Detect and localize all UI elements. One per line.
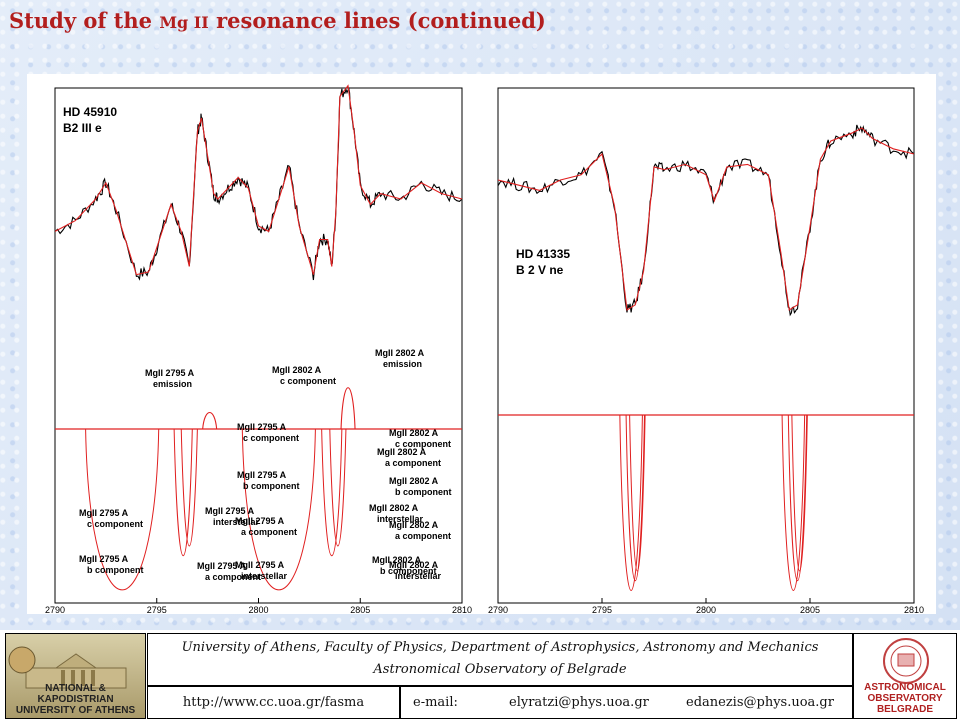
left-component-profile [241,428,316,591]
left-annotation-line: MgII 2802 A [377,447,427,457]
logo-right-line2: OBSERVATORY [867,693,943,704]
left-annotation-line: MgII 2802 A [372,555,422,565]
email-link-2[interactable]: edanezis@phys.uoa.gr [686,695,834,710]
left-annotation-label: emission [153,379,192,389]
left-annotation-line: MgII 2802 A [272,365,322,375]
right-annotation-line: MgII 2802 A [389,428,439,438]
email-box: e-mail: elyratzi@phys.uoa.gr edanezis@ph… [400,686,853,719]
left-component-profile [173,428,193,556]
right-tick-label: 2800 [696,605,716,614]
left-tick-label: 2805 [350,605,370,614]
email-link-1[interactable]: elyratzi@phys.uoa.gr [509,695,649,710]
email-label: e-mail: [413,695,458,710]
right-annotation-line: MgII 2802 A [389,476,439,486]
right-annotation-line: MgII 2795 A [235,560,285,570]
left-annotation-label: b component [87,565,144,575]
left-annotation-label: a component [385,458,441,468]
observatory-logo-caption: ASTRONOMICAL OBSERVATORY BELGRADE [854,682,956,715]
left-annotation-label: c component [280,376,336,386]
right-annotation-line: MgII 2802 A [389,560,439,570]
left-annotation-label: interstellar [213,517,260,527]
right-component-profile [781,414,806,591]
right-tick-label: 2795 [592,605,612,614]
right-annotation-label: a component [395,531,451,541]
left-model-fit [54,84,463,276]
left-tick-label: 2790 [45,605,65,614]
affiliation-line2: Astronomical Observatory of Belgrade [373,662,627,677]
right-annotation-label: b component [395,487,452,497]
website-link[interactable]: http://www.cc.uoa.gr/fasma [182,695,365,710]
right-annotation-label: interstellar [395,571,442,581]
left-tick-label: 2810 [452,605,472,614]
right-annotation-label: interstellar [241,571,288,581]
title-part1: Study of the [9,8,160,33]
right-star-name: HD 41335 [516,247,570,261]
left-spectral-type: B2 III e [63,121,102,135]
logo-right-line1: ASTRONOMICAL [864,682,946,693]
right-annotation-line: MgII 2795 A [237,470,287,480]
left-annotation-line: MgII 2795 A [205,506,255,516]
left-annotation-line: MgII 2802 A [375,348,425,358]
left-annotation-line: MgII 2802 A [369,503,419,513]
right-tick-label: 2805 [800,605,820,614]
right-component-profile [625,414,645,582]
university-logo: NATIONAL & KAPODISTRIAN UNIVERSITY OF AT… [5,633,146,719]
slide-title: Study of the Mg II resonance lines (cont… [9,8,546,33]
right-component-profile [629,414,646,572]
left-component-profile [85,428,160,591]
right-annotation-label: c component [243,433,299,443]
right-component-profile [619,414,643,591]
title-part3: resonance lines (continued) [208,8,546,33]
right-annotation-line: MgII 2795 A [235,516,285,526]
right-annotation-line: MgII 2795 A [237,422,287,432]
right-spectral-type: B 2 V ne [516,263,564,277]
spectra-svg: 2790 2795 2800 2805 2810 HD 45910 B2 III e MgII… [45,84,924,614]
left-emission-profile [340,387,356,430]
right-component-profile [787,414,808,582]
left-annotation-label: a component [205,572,261,582]
left-star-name: HD 45910 [63,105,117,119]
logo-right-line3: BELGRADE [876,704,934,715]
right-annotation-label: b component [243,481,300,491]
left-annotation-label: interstellar [377,514,424,524]
left-annotation-line: MgII 2795 A [197,561,247,571]
logo-left-line1: NATIONAL & KAPODISTRIAN [37,683,114,705]
right-annotation-label: a component [241,527,297,537]
logo-left-line2: UNIVERSITY OF ATHENS [15,705,136,716]
right-panel-frame [497,87,915,604]
right-observed-spectrum [497,124,915,317]
title-part2: Mg II [159,13,209,32]
footer: NATIONAL & KAPODISTRIAN UNIVERSITY OF AT… [0,630,960,720]
left-tick-label: 2795 [147,605,167,614]
observatory-seal-icon [883,638,929,684]
right-annotation-label: c component [395,439,451,449]
left-annotation-label: b component [380,566,437,576]
university-logo-caption: NATIONAL & KAPODISTRIAN UNIVERSITY OF AT… [6,683,145,716]
left-annotation-label: emission [383,359,422,369]
affiliation-box: University of Athens, Faculty of Physics… [147,633,853,686]
right-annotation-line: MgII 2802 A [389,520,439,530]
url-box: http://www.cc.uoa.gr/fasma [147,686,400,719]
left-annotation-line: MgII 2795 A [79,508,129,518]
spectra-figure: 2790 2795 2800 2805 2810 HD 45910 B2 III e MgII… [27,74,936,614]
left-annotation-label: c component [87,519,143,529]
left-tick-label: 2800 [248,605,268,614]
building-icon [8,646,127,689]
left-annotation-line: MgII 2795 A [145,368,195,378]
right-tick-label: 2810 [904,605,924,614]
affiliation-line1: University of Athens, Faculty of Physics… [181,640,819,655]
observatory-logo: ASTRONOMICAL OBSERVATORY BELGRADE [853,633,957,719]
left-emission-profile [202,411,218,430]
left-component-profile [321,428,343,556]
right-tick-label: 2790 [488,605,508,614]
right-component-profile [791,414,808,572]
right-model-fit [497,127,915,311]
left-component-profile [329,428,347,547]
left-component-profile [180,428,198,547]
left-annotation-line: MgII 2795 A [79,554,129,564]
